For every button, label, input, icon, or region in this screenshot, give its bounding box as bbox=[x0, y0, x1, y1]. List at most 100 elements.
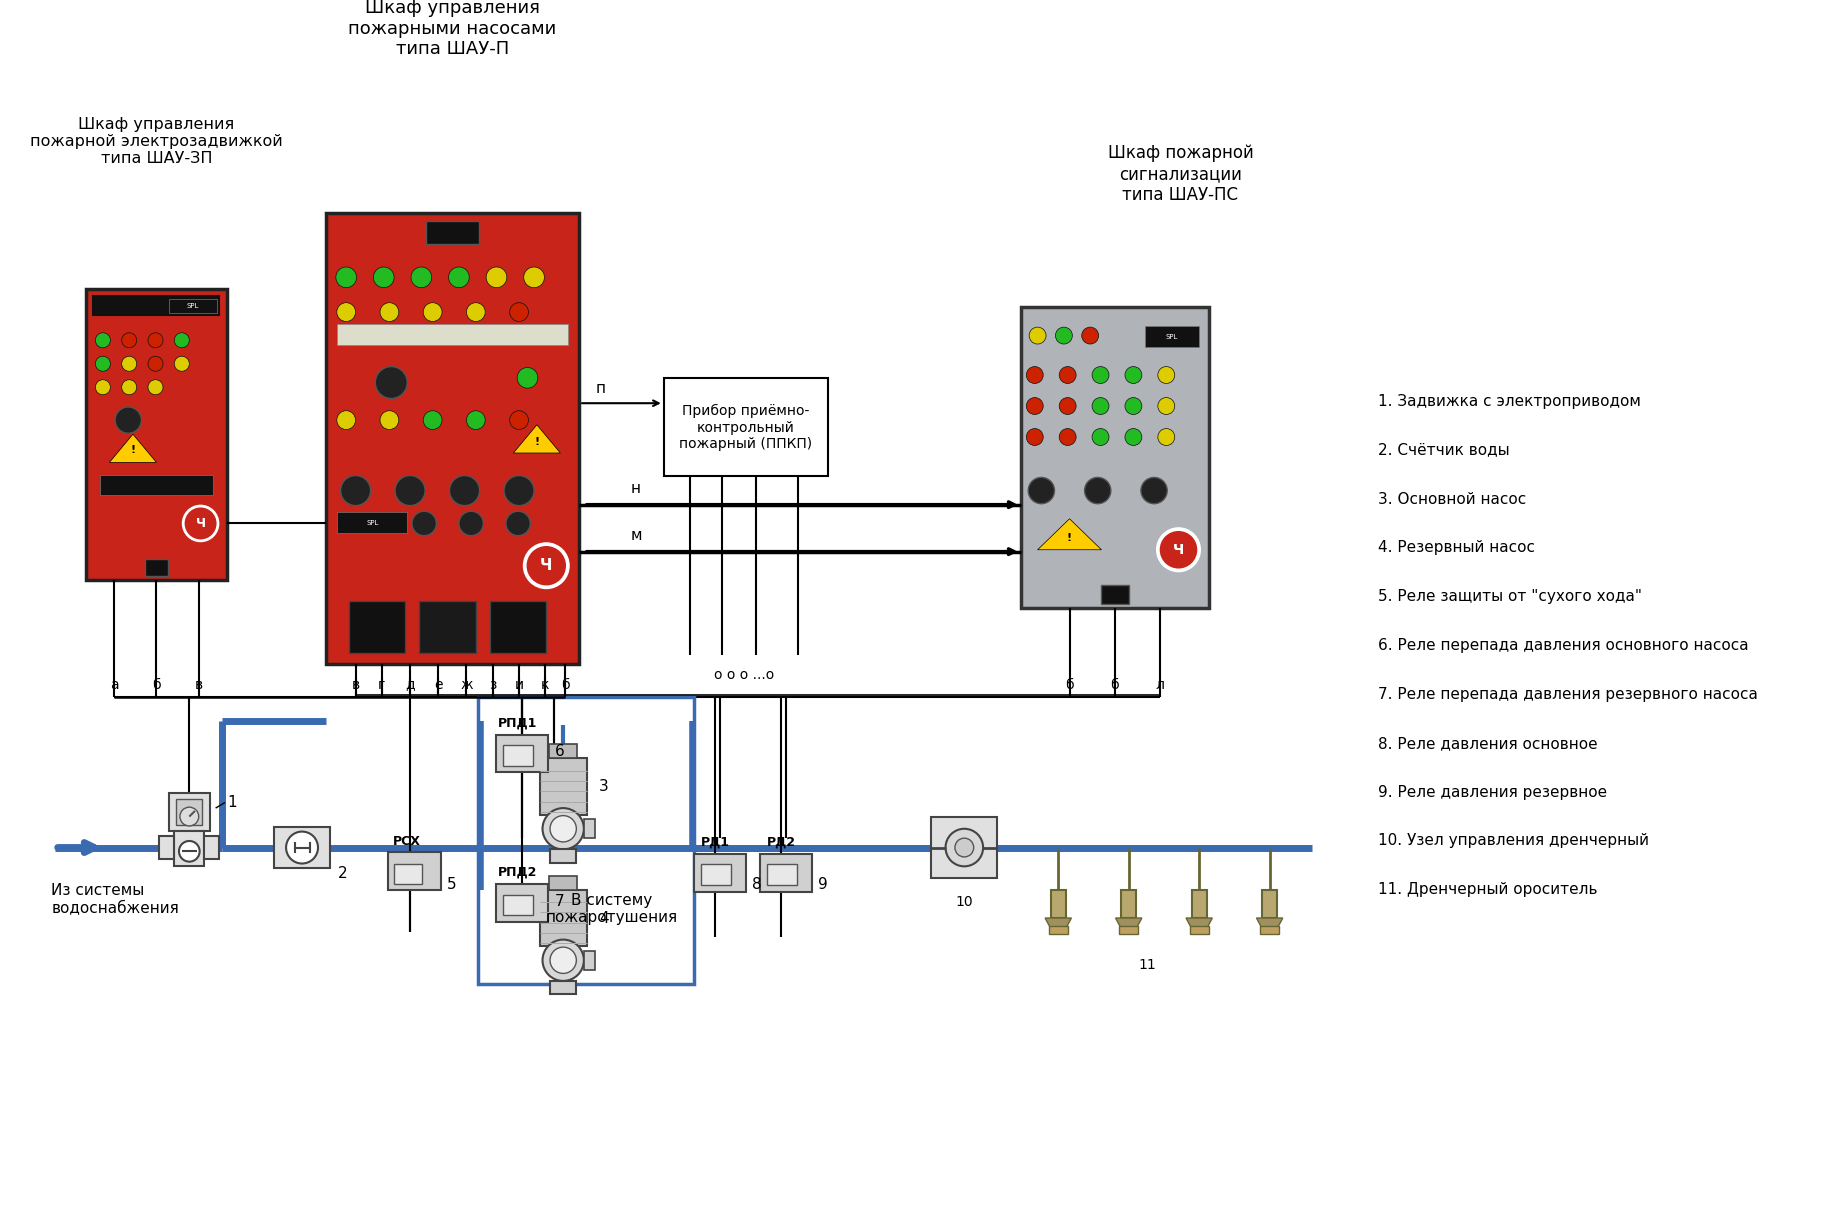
Text: 2: 2 bbox=[337, 866, 347, 881]
FancyBboxPatch shape bbox=[932, 817, 998, 877]
Circle shape bbox=[380, 411, 398, 429]
Text: к: к bbox=[541, 677, 550, 692]
FancyBboxPatch shape bbox=[176, 799, 202, 825]
Text: е: е bbox=[435, 677, 442, 692]
FancyBboxPatch shape bbox=[174, 831, 204, 866]
FancyBboxPatch shape bbox=[503, 745, 534, 766]
Text: 9: 9 bbox=[818, 877, 827, 892]
Polygon shape bbox=[1038, 518, 1102, 550]
FancyBboxPatch shape bbox=[394, 864, 422, 884]
FancyBboxPatch shape bbox=[389, 853, 440, 889]
Text: 6. Реле перепада давления основного насоса: 6. Реле перепада давления основного насо… bbox=[1377, 638, 1748, 653]
Text: м: м bbox=[631, 528, 642, 543]
Circle shape bbox=[1027, 428, 1044, 445]
Circle shape bbox=[424, 303, 442, 322]
Text: 5. Реле защиты от "сухого хода": 5. Реле защиты от "сухого хода" bbox=[1377, 589, 1641, 604]
Circle shape bbox=[286, 832, 317, 864]
Circle shape bbox=[510, 411, 528, 429]
Text: Из системы
водоснабжения: Из системы водоснабжения bbox=[51, 883, 180, 916]
Text: н: н bbox=[631, 481, 640, 497]
Polygon shape bbox=[514, 425, 561, 453]
Circle shape bbox=[510, 303, 528, 322]
FancyBboxPatch shape bbox=[1192, 889, 1207, 917]
Circle shape bbox=[182, 505, 220, 542]
Circle shape bbox=[1091, 428, 1110, 445]
FancyBboxPatch shape bbox=[325, 214, 580, 665]
Circle shape bbox=[1082, 327, 1099, 344]
Circle shape bbox=[180, 808, 198, 826]
Circle shape bbox=[1124, 398, 1143, 415]
Circle shape bbox=[543, 939, 583, 981]
Circle shape bbox=[376, 366, 407, 399]
Text: 11: 11 bbox=[1139, 959, 1157, 972]
Circle shape bbox=[116, 407, 141, 433]
Circle shape bbox=[411, 267, 431, 288]
Circle shape bbox=[149, 333, 163, 348]
Text: SPL: SPL bbox=[1166, 333, 1177, 339]
Text: !: ! bbox=[130, 445, 136, 455]
Circle shape bbox=[1124, 366, 1143, 383]
Circle shape bbox=[341, 476, 370, 505]
Circle shape bbox=[1091, 398, 1110, 415]
Circle shape bbox=[486, 267, 506, 288]
Text: б: б bbox=[152, 677, 161, 692]
Text: 10. Узел управления дренчерный: 10. Узел управления дренчерный bbox=[1377, 833, 1649, 848]
Text: РПД2: РПД2 bbox=[497, 865, 537, 878]
FancyBboxPatch shape bbox=[273, 827, 330, 869]
Text: Ч: Ч bbox=[1174, 543, 1185, 556]
Text: л: л bbox=[1155, 677, 1165, 692]
FancyBboxPatch shape bbox=[583, 950, 594, 970]
FancyBboxPatch shape bbox=[539, 889, 587, 947]
Text: 11. Дренчерный ороситель: 11. Дренчерный ороситель bbox=[1377, 882, 1597, 898]
Text: Шкаф управления
пожарной электрозадвижкой
типа ШАУ-ЗП: Шкаф управления пожарной электрозадвижко… bbox=[29, 117, 282, 166]
Circle shape bbox=[1060, 398, 1077, 415]
Polygon shape bbox=[1045, 917, 1071, 932]
Text: SPL: SPL bbox=[367, 520, 378, 526]
FancyBboxPatch shape bbox=[145, 559, 167, 576]
Text: РД2: РД2 bbox=[767, 836, 796, 848]
Circle shape bbox=[374, 267, 394, 288]
FancyBboxPatch shape bbox=[693, 854, 746, 892]
FancyBboxPatch shape bbox=[701, 865, 732, 886]
Circle shape bbox=[1060, 428, 1077, 445]
FancyBboxPatch shape bbox=[503, 894, 534, 915]
Text: б: б bbox=[1066, 677, 1075, 692]
Circle shape bbox=[1027, 366, 1044, 383]
Circle shape bbox=[526, 547, 567, 586]
FancyBboxPatch shape bbox=[539, 759, 587, 815]
FancyBboxPatch shape bbox=[767, 865, 798, 886]
Circle shape bbox=[1060, 366, 1077, 383]
Circle shape bbox=[1157, 428, 1176, 445]
Circle shape bbox=[174, 333, 189, 348]
Text: !: ! bbox=[1067, 533, 1073, 543]
FancyBboxPatch shape bbox=[1190, 926, 1209, 935]
Circle shape bbox=[1084, 477, 1111, 504]
Text: РПД1: РПД1 bbox=[497, 716, 537, 730]
Text: а: а bbox=[110, 677, 119, 692]
Text: !: ! bbox=[534, 437, 539, 447]
Text: 3. Основной насос: 3. Основной насос bbox=[1377, 492, 1526, 506]
Circle shape bbox=[506, 511, 530, 536]
Text: Шкаф пожарной
сигнализации
типа ШАУ-ПС: Шкаф пожарной сигнализации типа ШАУ-ПС bbox=[1108, 144, 1253, 204]
Circle shape bbox=[149, 379, 163, 395]
Circle shape bbox=[525, 267, 545, 288]
Text: в: в bbox=[194, 677, 204, 692]
Text: 3: 3 bbox=[600, 780, 609, 794]
FancyBboxPatch shape bbox=[169, 793, 209, 831]
Polygon shape bbox=[1256, 917, 1282, 932]
Text: 7. Реле перепада давления резервного насоса: 7. Реле перепада давления резервного нас… bbox=[1377, 687, 1757, 701]
Text: 8: 8 bbox=[752, 877, 761, 892]
Text: ж: ж bbox=[460, 677, 473, 692]
FancyBboxPatch shape bbox=[1022, 307, 1209, 608]
FancyBboxPatch shape bbox=[759, 854, 812, 892]
Circle shape bbox=[1029, 327, 1045, 344]
Circle shape bbox=[336, 267, 356, 288]
Circle shape bbox=[424, 411, 442, 429]
Circle shape bbox=[185, 508, 216, 539]
Circle shape bbox=[1141, 477, 1166, 504]
FancyBboxPatch shape bbox=[664, 378, 829, 477]
FancyBboxPatch shape bbox=[1144, 326, 1199, 346]
Polygon shape bbox=[1115, 917, 1143, 932]
Text: 2. Счётчик воды: 2. Счётчик воды bbox=[1377, 443, 1509, 458]
FancyBboxPatch shape bbox=[1119, 926, 1139, 935]
